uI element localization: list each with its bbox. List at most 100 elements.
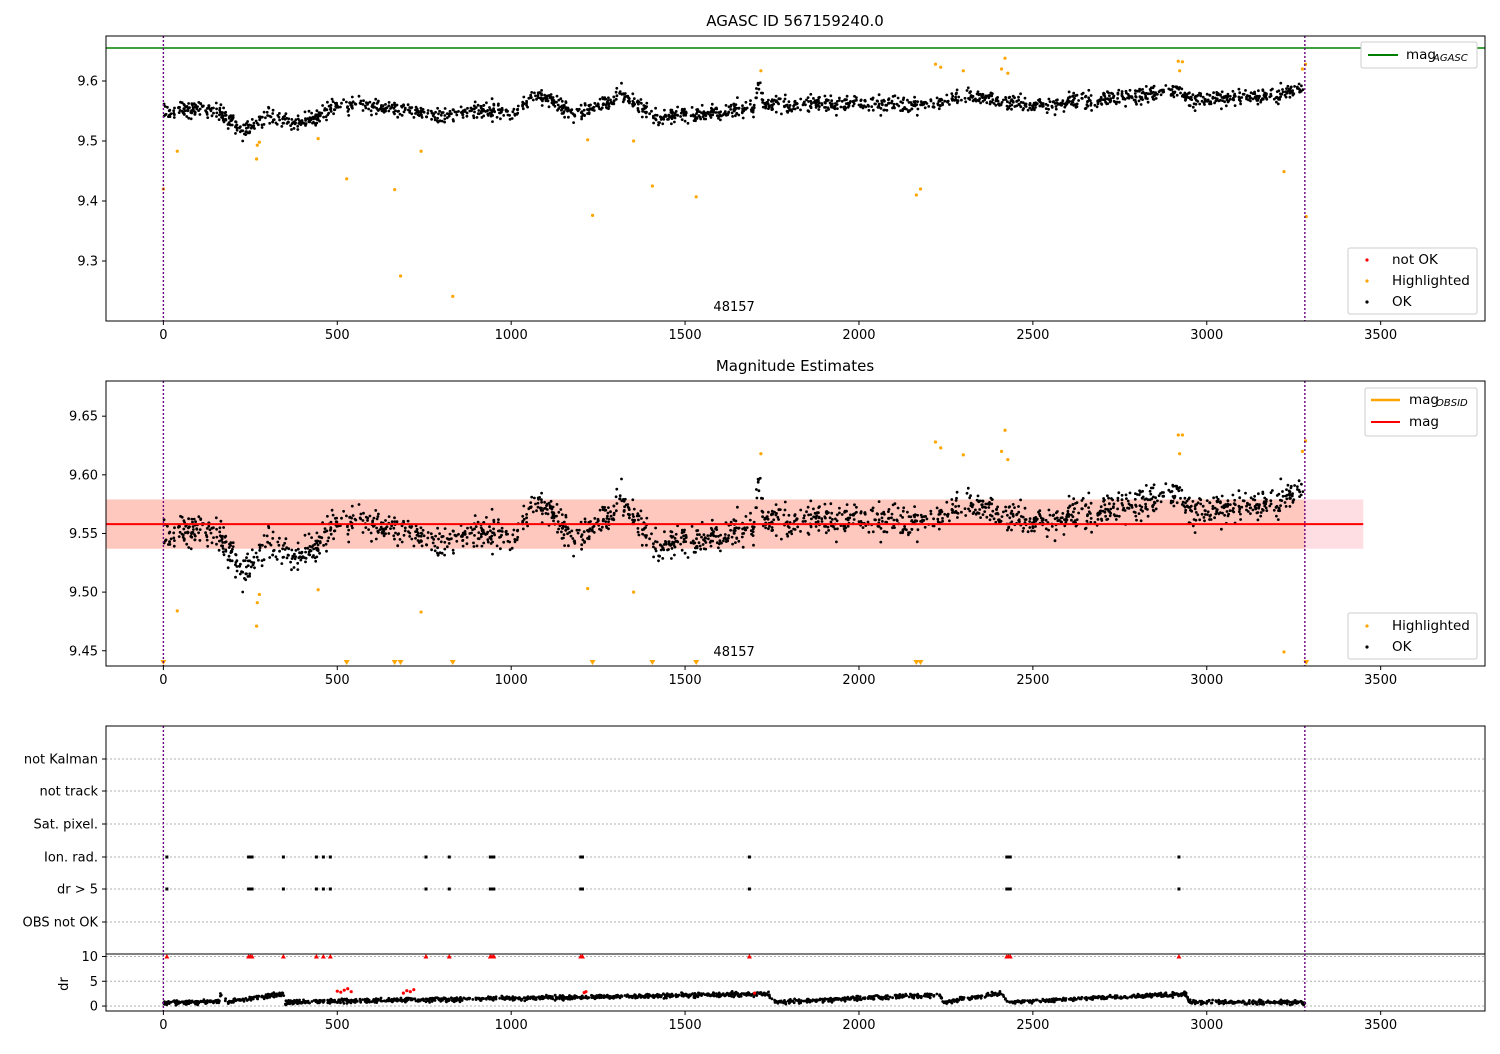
ok-point [492, 528, 495, 531]
ok-point [1275, 506, 1278, 509]
ok-point [628, 513, 631, 516]
ok-point [938, 107, 941, 110]
ok-point [173, 545, 176, 548]
ok-point [308, 110, 311, 113]
ok-point [242, 559, 245, 562]
flag-marker [448, 888, 451, 891]
ok-point [835, 541, 838, 544]
ok-point [1081, 93, 1084, 96]
ok-point [178, 535, 181, 538]
ok-point [1238, 510, 1241, 513]
below-range-marker [392, 660, 398, 665]
ok-point [1265, 509, 1268, 512]
ok-point [673, 121, 676, 124]
ok-point [862, 526, 865, 529]
ok-point [232, 545, 235, 548]
ok-point [443, 554, 446, 557]
ok-point [955, 510, 958, 513]
ok-point [434, 119, 437, 122]
ok-point [170, 538, 173, 541]
ok-point [183, 103, 186, 106]
ok-point [319, 540, 322, 543]
ok-point [698, 114, 701, 117]
ok-point [891, 526, 894, 529]
ok-point [365, 516, 368, 519]
ok-point [193, 533, 196, 536]
ok-point [742, 117, 745, 120]
ok-point [909, 109, 912, 112]
ok-point [597, 519, 600, 522]
ok-point [401, 541, 404, 544]
ok-point [1275, 515, 1278, 518]
ok-point [509, 118, 512, 121]
ok-point [807, 514, 810, 517]
ok-point [685, 536, 688, 539]
ok-point [540, 501, 543, 504]
ok-point [908, 101, 911, 104]
ok-point [844, 98, 847, 101]
highlighted-point [586, 138, 589, 141]
ok-point [1090, 109, 1093, 112]
ok-point [804, 103, 807, 106]
ok-point [1298, 479, 1301, 482]
dr-point [767, 991, 770, 994]
ok-point [637, 109, 640, 112]
ok-point [1287, 484, 1290, 487]
ok-point [297, 542, 300, 545]
ok-point [941, 520, 944, 523]
flag-marker [329, 888, 332, 891]
ok-point [1192, 106, 1195, 109]
ok-point [648, 537, 651, 540]
ok-point [241, 129, 244, 132]
ok-point [1006, 529, 1009, 532]
ok-point [184, 106, 187, 109]
flag-marker [748, 856, 751, 859]
ok-point [1196, 513, 1199, 516]
ok-point [173, 526, 176, 529]
ok-point [193, 110, 196, 113]
ok-point [1153, 501, 1156, 504]
ok-point [218, 549, 221, 552]
ok-point [1049, 514, 1052, 517]
ok-point [408, 532, 411, 535]
ok-point [704, 118, 707, 121]
ok-point [1067, 513, 1070, 516]
ok-point [164, 113, 167, 116]
ok-point [1096, 512, 1099, 515]
ok-point [499, 547, 502, 550]
ok-point [522, 107, 525, 110]
ok-point [755, 87, 758, 90]
ok-point [209, 528, 212, 531]
ok-point [1285, 497, 1288, 500]
ok-point [1076, 518, 1079, 521]
ok-point [190, 117, 193, 120]
below-range-marker [693, 660, 699, 665]
ok-point [1287, 85, 1290, 88]
ok-point [333, 108, 336, 111]
ok-point [1110, 92, 1113, 95]
ok-point [937, 520, 940, 523]
ok-point [245, 556, 248, 559]
ok-point [392, 527, 395, 530]
ok-point [396, 520, 399, 523]
ok-point [917, 528, 920, 531]
ok-point [1212, 505, 1215, 508]
ok-point [829, 502, 832, 505]
ok-point [891, 100, 894, 103]
ok-point [1293, 85, 1296, 88]
dr-point [857, 995, 860, 998]
ok-point [454, 534, 457, 537]
ok-point [674, 537, 677, 540]
flag-marker [424, 856, 427, 859]
ok-point [1129, 89, 1132, 92]
ok-point [521, 515, 524, 518]
ok-point [784, 501, 787, 504]
ok-point [903, 106, 906, 109]
ok-point [827, 106, 830, 109]
ok-point [263, 123, 266, 126]
ok-point [615, 509, 618, 512]
ok-point [1151, 505, 1154, 508]
ok-point [1232, 507, 1235, 510]
ok-point [876, 100, 879, 103]
